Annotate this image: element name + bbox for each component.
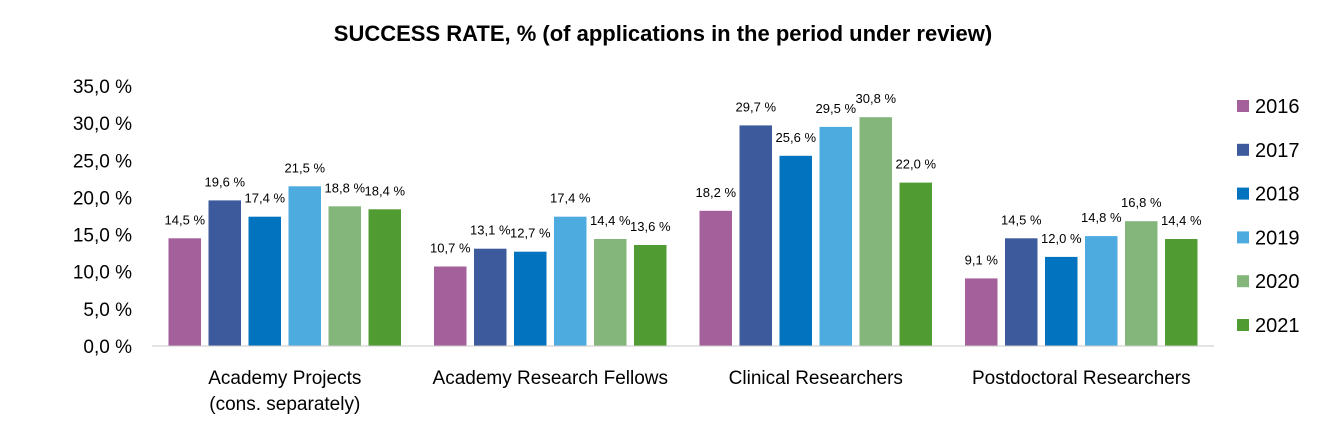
bars [168, 117, 1198, 347]
y-tick-label: 20,0 % [73, 188, 132, 209]
data-label: 21,5 % [285, 160, 326, 175]
data-label: 12,7 % [510, 226, 551, 241]
data-label: 12,0 % [1041, 231, 1082, 246]
data-label: 25,6 % [776, 130, 817, 145]
bar-2021 [368, 209, 401, 346]
bar-2018 [514, 251, 547, 346]
data-label: 18,4 % [365, 183, 406, 198]
data-label: 16,8 % [1121, 195, 1162, 210]
data-label: 14,8 % [1081, 210, 1122, 225]
legend-label: 2019 [1255, 227, 1300, 249]
legend-swatch-2016 [1237, 100, 1249, 112]
legend-swatch-2017 [1237, 143, 1249, 156]
data-label: 22,0 % [896, 157, 937, 172]
bar-2018 [248, 216, 281, 346]
legend-label: 2021 [1255, 315, 1300, 337]
category-label: Clinical Researchers [729, 368, 903, 389]
bar-2019 [554, 216, 587, 346]
data-labels: 14,5 % 19,6 % 17,4 % 21,5 % 18,8 % 18,4 % 10,7… [165, 91, 1202, 267]
x-axis: Academy Projects (cons. separately) Academ… [152, 345, 1214, 415]
category-label: (cons. separately) [209, 394, 360, 415]
data-label: 19,6 % [205, 174, 246, 189]
bar-2020 [1125, 221, 1158, 346]
y-tick-label: 30,0 % [73, 114, 132, 135]
bar-2016 [699, 210, 732, 346]
legend-label: 2016 [1255, 96, 1300, 118]
y-tick-label: 25,0 % [73, 151, 132, 172]
legend: 2016 2017 2018 2019 2020 2021 [1237, 96, 1300, 337]
bar-2019 [288, 186, 321, 346]
bar-2018 [1045, 256, 1078, 346]
y-tick-label: 35,0 % [73, 77, 132, 98]
data-label: 17,4 % [245, 191, 286, 206]
data-label: 18,2 % [696, 185, 737, 200]
y-tick-label: 5,0 % [83, 300, 132, 321]
category-label: Academy Research Fellows [433, 368, 668, 389]
data-label: 17,4 % [550, 191, 591, 206]
bar-2020 [594, 239, 627, 346]
y-tick-label: 10,0 % [73, 263, 132, 284]
data-label: 14,4 % [1161, 213, 1202, 228]
bar-2020 [328, 206, 361, 346]
legend-swatch-2019 [1237, 231, 1249, 244]
bar-2016 [965, 278, 998, 346]
legend-swatch-2021 [1237, 319, 1249, 331]
legend-label: 2017 [1255, 140, 1300, 162]
chart-title: SUCCESS RATE, % (of applications in the … [334, 21, 992, 46]
bar-2016 [168, 238, 201, 346]
bar-2019 [1085, 236, 1118, 346]
data-label: 30,8 % [856, 91, 897, 106]
bar-2020 [859, 117, 892, 346]
bar-2017 [208, 200, 241, 346]
data-label: 9,1 % [965, 252, 999, 267]
data-label: 13,6 % [630, 219, 671, 234]
bar-2019 [819, 126, 852, 347]
legend-label: 2020 [1255, 271, 1300, 293]
category-label: Academy Projects [208, 368, 361, 389]
category-label: Postdoctoral Researchers [972, 368, 1191, 389]
y-tick-label: 0,0 % [83, 337, 132, 358]
legend-swatch-2020 [1237, 275, 1249, 288]
data-label: 14,4 % [590, 213, 631, 228]
data-label: 29,5 % [816, 101, 857, 116]
data-label: 13,1 % [470, 223, 511, 238]
bar-2017 [1005, 238, 1038, 346]
data-label: 10,7 % [430, 241, 471, 256]
data-label: 14,5 % [1001, 212, 1042, 227]
legend-label: 2018 [1255, 184, 1300, 206]
bar-2021 [1165, 239, 1198, 346]
bar-2017 [474, 248, 507, 346]
bar-2016 [434, 266, 467, 346]
data-label: 29,7 % [736, 99, 777, 114]
bar-2021 [899, 182, 932, 346]
y-tick-label: 15,0 % [73, 226, 132, 247]
bar-2017 [739, 125, 772, 347]
bar-2018 [779, 155, 812, 346]
y-axis: 0,0 % 5,0 % 10,0 % 15,0 % 20,0 % 25,0 % 30,0 %… [73, 77, 132, 358]
data-label: 14,5 % [165, 212, 206, 227]
bar-2021 [634, 245, 667, 346]
data-label: 18,8 % [325, 180, 366, 195]
legend-swatch-2018 [1237, 187, 1249, 200]
